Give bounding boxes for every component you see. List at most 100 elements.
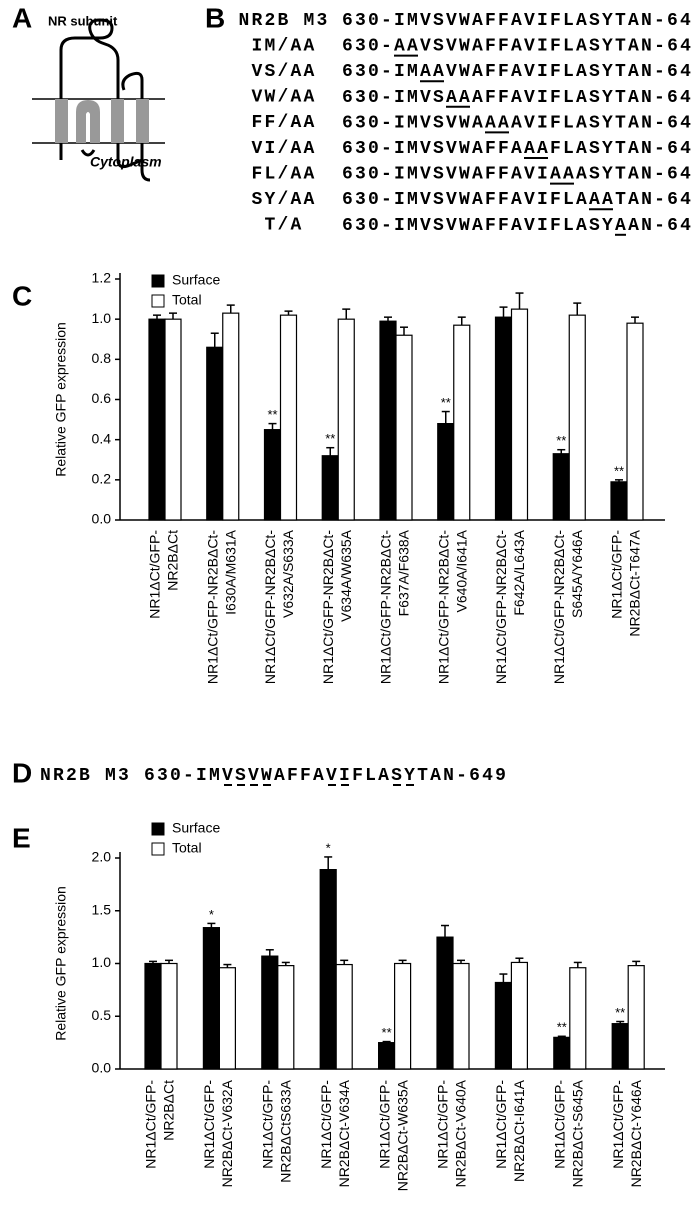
bar [510, 961, 528, 1070]
bar [452, 962, 470, 1070]
bar [263, 429, 282, 521]
sequence: 630-IMVSVWAFFAVIFLASYTAN-649 [342, 11, 693, 31]
y-tick-label: 1.5 [92, 901, 112, 917]
sequence-segment: AA [394, 36, 420, 56]
panel-label: D [12, 757, 32, 788]
bar [626, 322, 644, 521]
sequence-segment: AVIFLASYTAN-649 [511, 113, 693, 133]
y-axis-label: Relative GFP expression [53, 886, 69, 1041]
x-tick-label: NR2BΔCt [165, 530, 181, 591]
sequence-segment: AA [524, 139, 550, 159]
x-tick-label: NR1ΔCt/GFP- [435, 1080, 451, 1169]
bar [553, 1036, 571, 1070]
sequence-segment: AA [589, 190, 615, 210]
x-tick-label: F637A/F638A [396, 529, 412, 616]
significance: ** [325, 431, 335, 446]
mutant-name: VW/AA [251, 88, 316, 108]
helix [136, 99, 149, 143]
bar [277, 965, 295, 1070]
mutant-name: VI/AA [251, 139, 316, 159]
bar [206, 346, 224, 521]
x-tick-label: NR2BΔCt-Y646A [628, 1079, 644, 1187]
significance: ** [557, 1020, 567, 1035]
mutant-name: T/A [264, 216, 303, 236]
mutant-name: SY/AA [251, 190, 316, 210]
significance: ** [382, 1025, 392, 1040]
bar [568, 314, 586, 521]
x-tick-label: NR2BΔCt-T647A [627, 529, 643, 636]
sequence-segment: AFFAVIFLASYTAN-649 [472, 88, 693, 108]
x-tick-label: NR1ΔCt/GFP- [143, 1080, 159, 1169]
x-tick-label: NR1ΔCt/GFP-NR2BΔCt- [262, 530, 278, 684]
sequence-segment: TAN-649 [417, 766, 508, 786]
sequence: 630-IMAAVWAFFAVIFLASYTAN-649 [342, 62, 693, 82]
sequence-segment: 630-IMVS [342, 88, 446, 108]
x-tick-label: NR2BΔCt-I641A [511, 1079, 527, 1182]
sequence-segment: 630-IMVSVWAFFAVIFLASY [342, 216, 615, 236]
sequence-segment: VWAFFAVIFLASYTAN-649 [446, 62, 693, 82]
bar [610, 481, 628, 521]
bar [218, 967, 236, 1070]
sequence: 630-AAVSVWAFFAVIFLASYTAN-649 [342, 36, 693, 56]
significance: ** [614, 463, 624, 478]
sequence-segment: 630-IM [342, 62, 420, 82]
panel-label: C [12, 280, 32, 311]
bar [611, 1023, 629, 1070]
panel-label: B [205, 2, 225, 33]
legend-label: Total [172, 292, 202, 308]
y-tick-label: 0.6 [92, 390, 112, 406]
x-tick-label: NR1ΔCt/GFP- [609, 530, 625, 619]
x-tick-label: NR2BΔCt-V634A [336, 1079, 352, 1187]
sequence-segment: FLA [352, 766, 391, 786]
sequence-segment: 630-IMVSVWA [342, 113, 485, 133]
sequence-segment: VSVW [222, 766, 274, 786]
bar [337, 318, 355, 521]
sequence-segment: 630-IMVSVWAFFAVIFLA [342, 190, 589, 210]
y-tick-label: 1.2 [92, 270, 112, 286]
sequence: 630-IMVSVWAFFAVIAAASYTAN-649 [342, 164, 693, 184]
mutant-name: NR2B M3 [238, 11, 329, 31]
significance: ** [441, 395, 451, 410]
panel-label: E [12, 822, 31, 853]
sequence-segment: AFFA [274, 766, 326, 786]
bar [395, 334, 413, 521]
y-tick-label: 0.0 [92, 1060, 112, 1076]
x-tick-label: NR2BΔCt [161, 1080, 177, 1141]
sequence-segment: AA [446, 88, 472, 108]
y-tick-label: 0.5 [92, 1007, 112, 1023]
x-tick-label: NR1ΔCt/GFP- [493, 1080, 509, 1169]
x-tick-label: NR1ΔCt/GFP- [260, 1080, 276, 1169]
x-tick-label: NR1ΔCt/GFP-NR2BΔCt- [551, 530, 567, 684]
bar [379, 320, 397, 521]
y-axis-label: Relative GFP expression [53, 322, 69, 477]
y-tick-label: 0.4 [92, 430, 112, 446]
diagram-label: Cytoplasm [90, 154, 162, 170]
sequence-segment: ASYTAN-649 [576, 164, 693, 184]
legend-swatch [151, 842, 165, 856]
sequence-segment: 630-IMVSVWAFFAVIFLASYTAN-649 [342, 11, 693, 31]
x-tick-label: NR2BΔCt-W635A [394, 1079, 410, 1191]
significance: ** [615, 1005, 625, 1020]
helix [55, 99, 68, 143]
sequence-segment: AN-649 [628, 216, 693, 236]
legend-swatch [151, 274, 165, 288]
panel-label: A [12, 2, 32, 33]
bar [453, 324, 471, 521]
legend-label: Surface [172, 272, 220, 288]
sequence-segment: VI [326, 766, 352, 786]
sequence: 630-IMVSVWAFFAAAFLASYTAN-649 [342, 139, 693, 159]
significance: * [326, 840, 331, 855]
sequence-segment: AA [420, 62, 446, 82]
sequence-segment: TAN-649 [615, 190, 693, 210]
pore-loop [76, 100, 100, 143]
x-tick-label: V640A/I641A [453, 529, 469, 612]
bar [261, 955, 279, 1070]
x-tick-label: NR1ΔCt/GFP-NR2BΔCt- [320, 530, 336, 684]
x-tick-label: S645A/Y646A [569, 529, 585, 618]
sequence-segment: VSVWAFFAVIFLASYTAN-649 [420, 36, 693, 56]
bar [494, 316, 513, 521]
sequence-segment: AA [550, 164, 576, 184]
bar [321, 455, 339, 521]
sequence-segment: AA [485, 113, 511, 133]
x-tick-label: F642A/L643A [511, 529, 527, 615]
